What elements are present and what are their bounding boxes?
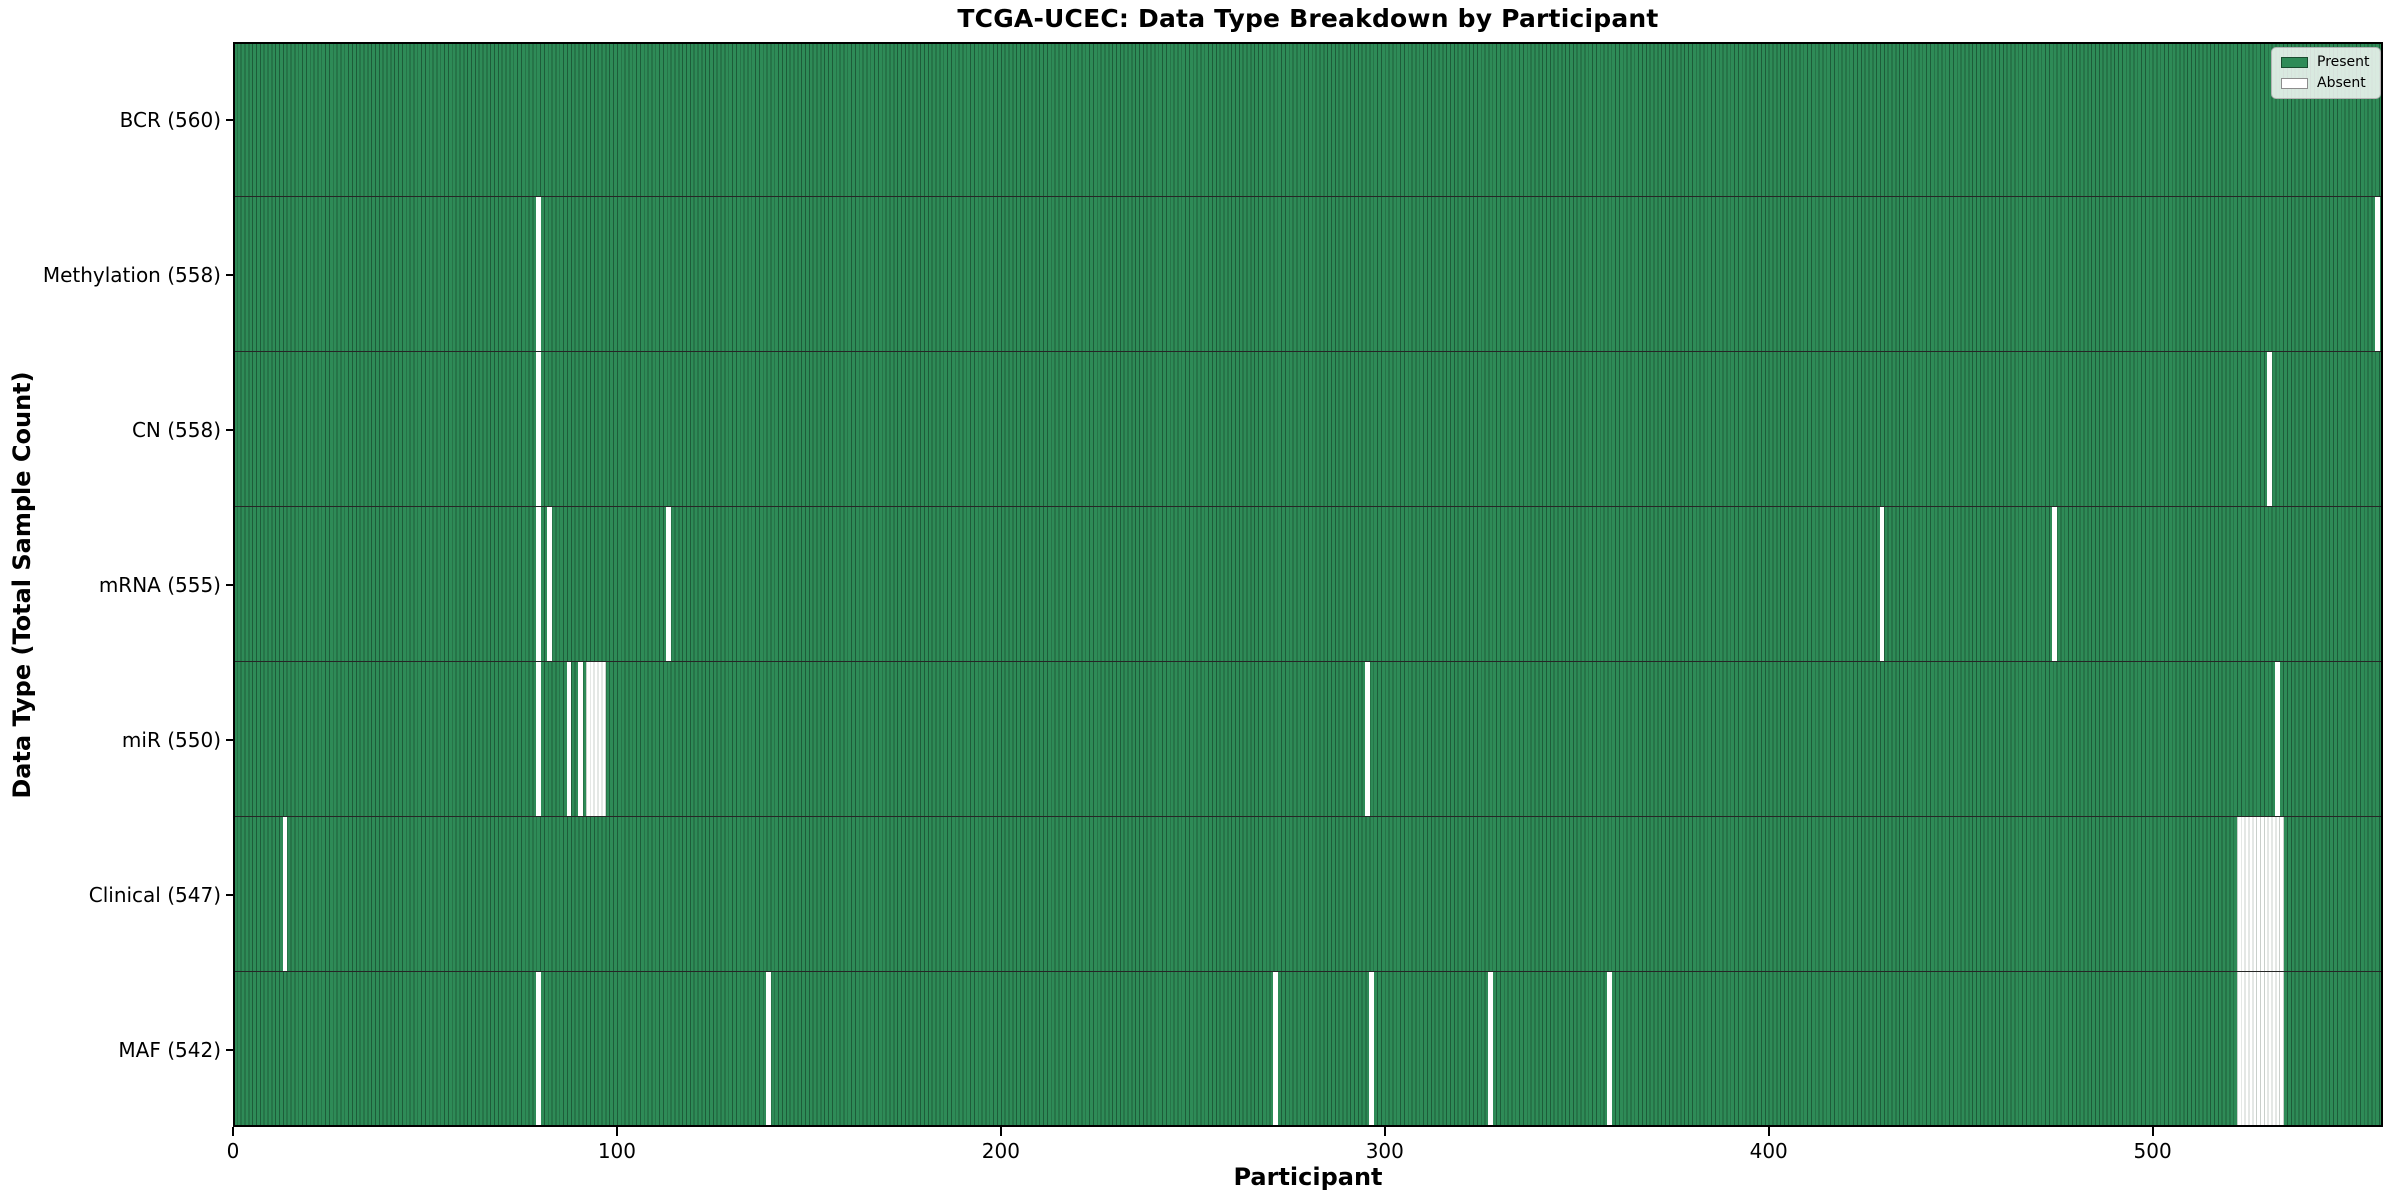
row-bcr xyxy=(233,42,2383,197)
x-tick-label-500: 500 xyxy=(2133,1139,2172,1163)
x-tick-label-200: 200 xyxy=(981,1139,1020,1163)
present-swatch-icon xyxy=(2281,57,2308,68)
absent-gap-mir xyxy=(1365,662,1370,816)
absent-gap-mir xyxy=(585,662,606,816)
absent-gap-clinical xyxy=(282,817,288,971)
legend: Present Absent xyxy=(2271,47,2381,99)
absent-gap-mrna xyxy=(666,507,672,661)
absent-gap-maf xyxy=(1607,972,1612,1127)
absent-gap-maf xyxy=(1273,972,1278,1127)
row-maf xyxy=(233,972,2383,1127)
legend-item-absent: Absent xyxy=(2281,75,2370,92)
absent-gap-mrna xyxy=(535,507,541,661)
absent-gap-mir xyxy=(535,662,541,816)
plot-area xyxy=(233,42,2383,1127)
x-tick-mark xyxy=(999,1127,1002,1136)
x-tick-label-0: 0 xyxy=(226,1139,240,1163)
y-tick-label-maf: MAF (542) xyxy=(118,1037,221,1062)
absent-gap-maf xyxy=(766,972,771,1127)
absent-gap-maf xyxy=(1369,972,1374,1127)
x-tick-label-300: 300 xyxy=(1365,1139,1404,1163)
x-tick-label-100: 100 xyxy=(597,1139,637,1163)
row-mrna xyxy=(233,507,2383,662)
y-tick-label-mrna: mRNA (555) xyxy=(98,572,221,597)
x-tick-mark xyxy=(232,1127,234,1136)
absent-swatch-icon xyxy=(2281,78,2308,89)
absent-gap-cn xyxy=(2267,352,2273,506)
absent-gap-mrna xyxy=(2052,507,2058,661)
legend-item-present: Present xyxy=(2281,54,2370,71)
y-tick-label-bcr: BCR (560) xyxy=(119,107,221,132)
absent-gap-mir xyxy=(578,662,583,816)
absent-gap-maf xyxy=(1488,972,1493,1127)
absent-gap-mir xyxy=(566,662,572,816)
row-mir xyxy=(233,662,2383,817)
absent-gap-cn xyxy=(535,352,541,506)
row-cn xyxy=(233,352,2383,507)
x-tick-mark xyxy=(2151,1127,2154,1136)
absent-gap-mrna xyxy=(1879,507,1885,661)
y-tick-label-mir: miR (550) xyxy=(121,727,221,752)
x-tick-mark xyxy=(1383,1127,1386,1136)
y-tick-mark xyxy=(226,738,233,741)
x-tick-mark xyxy=(615,1127,618,1136)
row-methylation xyxy=(233,197,2383,352)
legend-label-present: Present xyxy=(2317,54,2370,70)
y-tick-mark xyxy=(226,893,233,896)
absent-gap-maf xyxy=(535,972,541,1127)
absent-gap-clinical xyxy=(2236,817,2284,971)
y-tick-mark xyxy=(226,1048,233,1051)
absent-gap-mir xyxy=(2275,662,2280,816)
x-tick-mark xyxy=(1767,1127,1770,1136)
row-clinical xyxy=(233,817,2383,972)
absent-gap-maf xyxy=(2236,972,2284,1127)
y-tick-label-cn: CN (558) xyxy=(131,417,221,442)
y-tick-label-clinical: Clinical (547) xyxy=(88,882,221,907)
absent-gap-methylation xyxy=(535,197,541,351)
y-tick-mark xyxy=(226,583,233,586)
y-tick-mark xyxy=(226,273,233,276)
y-tick-label-methylation: Methylation (558) xyxy=(42,262,221,287)
absent-gap-mrna xyxy=(547,507,553,661)
legend-label-absent: Absent xyxy=(2317,75,2366,91)
x-axis-label: Participant xyxy=(1233,1163,1383,1191)
x-tick-label-400: 400 xyxy=(1749,1139,1788,1163)
chart-title: TCGA-UCEC: Data Type Breakdown by Partic… xyxy=(957,4,1659,33)
y-tick-mark xyxy=(226,118,233,121)
y-tick-mark xyxy=(226,428,233,431)
absent-gap-methylation xyxy=(2374,197,2380,351)
